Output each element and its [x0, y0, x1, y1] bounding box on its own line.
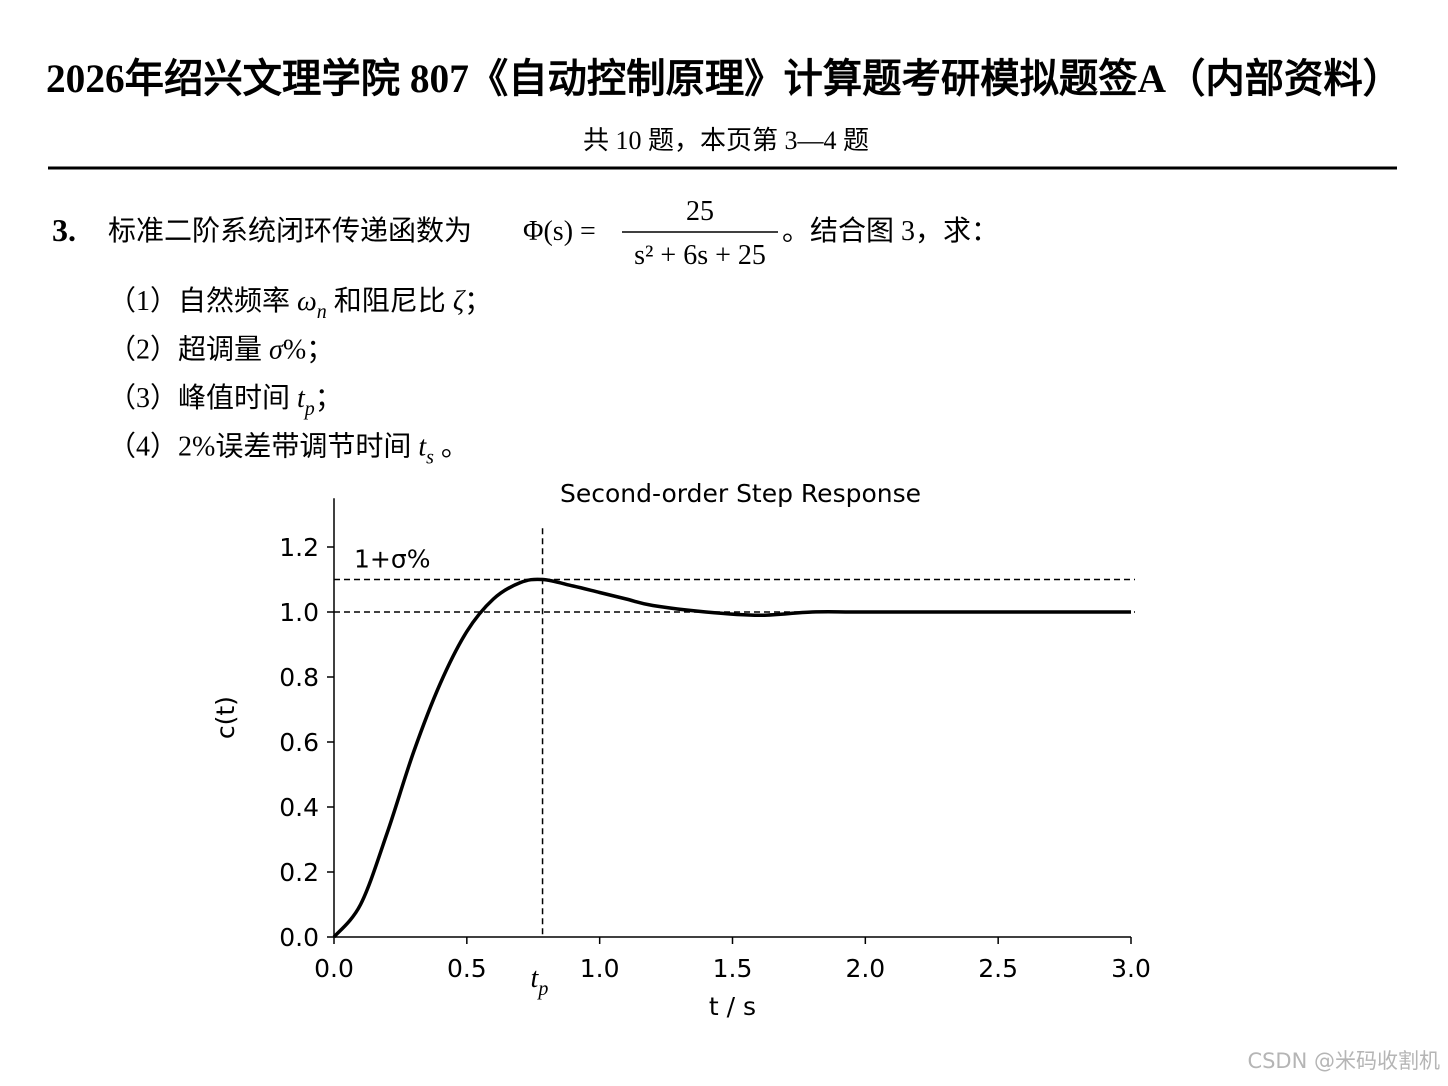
doc-subtitle: 共 10 题，本页第 3—4 题	[583, 126, 869, 155]
x-tick-label: 1.5	[713, 954, 753, 983]
x-axis-label: t / s	[709, 992, 756, 1021]
text-segment: t	[418, 432, 427, 463]
subscript: n	[317, 301, 327, 323]
tp-base: t	[531, 963, 540, 994]
text-segment: t	[297, 383, 306, 414]
y-tick-label: 0.4	[279, 793, 319, 822]
text-segment: （1）自然频率	[108, 285, 297, 317]
overshoot-label: 1+σ%	[354, 545, 430, 574]
text-segment: （2）超调量	[108, 334, 269, 366]
text-segment: ；	[315, 383, 343, 414]
sub-question: （4）2%误差带调节时间 ts 。	[108, 431, 469, 469]
chart: Second-order Step Response 0.0 0.2 0.4 0.6 0.…	[211, 479, 1151, 1021]
y-tick-label: 0.6	[279, 728, 319, 757]
y-tick-label: 1.2	[279, 533, 319, 562]
x-tick-label: 2.5	[978, 954, 1018, 983]
question-tail: 。结合图 3，求：	[782, 215, 999, 247]
question-number: 3.	[52, 212, 76, 248]
x-tick-label: 1.0	[580, 954, 620, 983]
formula-denominator: s² + 6s + 25	[634, 240, 766, 271]
x-tick-label: 0.0	[314, 954, 354, 983]
text-segment: σ	[269, 335, 284, 366]
formula-lhs: Φ(s) =	[523, 216, 596, 247]
sub-questions: （1）自然频率 ωn 和阻尼比 ζ；（2）超调量 σ%；（3）峰值时间 tp；（…	[108, 285, 492, 469]
text-segment: （3）峰值时间	[108, 382, 297, 414]
question-lead: 标准二阶系统闭环传递函数为	[108, 215, 472, 247]
y-axis-label: c(t)	[211, 696, 240, 739]
chart-title: Second-order Step Response	[560, 479, 921, 508]
tp-sub: p	[536, 978, 548, 1000]
sub-question: （1）自然频率 ωn 和阻尼比 ζ；	[108, 285, 492, 323]
text-segment: ζ	[453, 286, 466, 317]
tp-label: tp	[531, 963, 549, 1000]
x-tick-label: 0.5	[447, 954, 487, 983]
x-tick-label: 2.0	[845, 954, 885, 983]
text-segment: 和阻尼比	[327, 285, 453, 317]
text-segment: 。	[434, 432, 469, 463]
formula-numerator: 25	[686, 196, 714, 227]
response-line	[332, 577, 1131, 939]
text-segment: ；	[464, 286, 492, 317]
doc-title: 2026年绍兴文理学院 807《自动控制原理》计算题考研模拟题签A（内部资料）	[46, 56, 1402, 101]
text-segment: %；	[283, 335, 334, 366]
subscript: p	[303, 398, 315, 420]
y-tick-label: 1.0	[279, 598, 319, 627]
text-segment: ω	[297, 286, 317, 317]
y-tick-label: 0.0	[279, 923, 319, 952]
sub-question: （2）超调量 σ%；	[108, 334, 334, 366]
text-segment: （4）2%误差带调节时间	[108, 431, 418, 463]
y-tick-label: 0.2	[279, 858, 319, 887]
watermark: CSDN @米码收割机	[1247, 1049, 1440, 1073]
y-tick-label: 0.8	[279, 663, 319, 692]
subscript: s	[426, 447, 434, 469]
x-tick-label: 3.0	[1111, 954, 1151, 983]
sub-question: （3）峰值时间 tp；	[108, 382, 343, 420]
